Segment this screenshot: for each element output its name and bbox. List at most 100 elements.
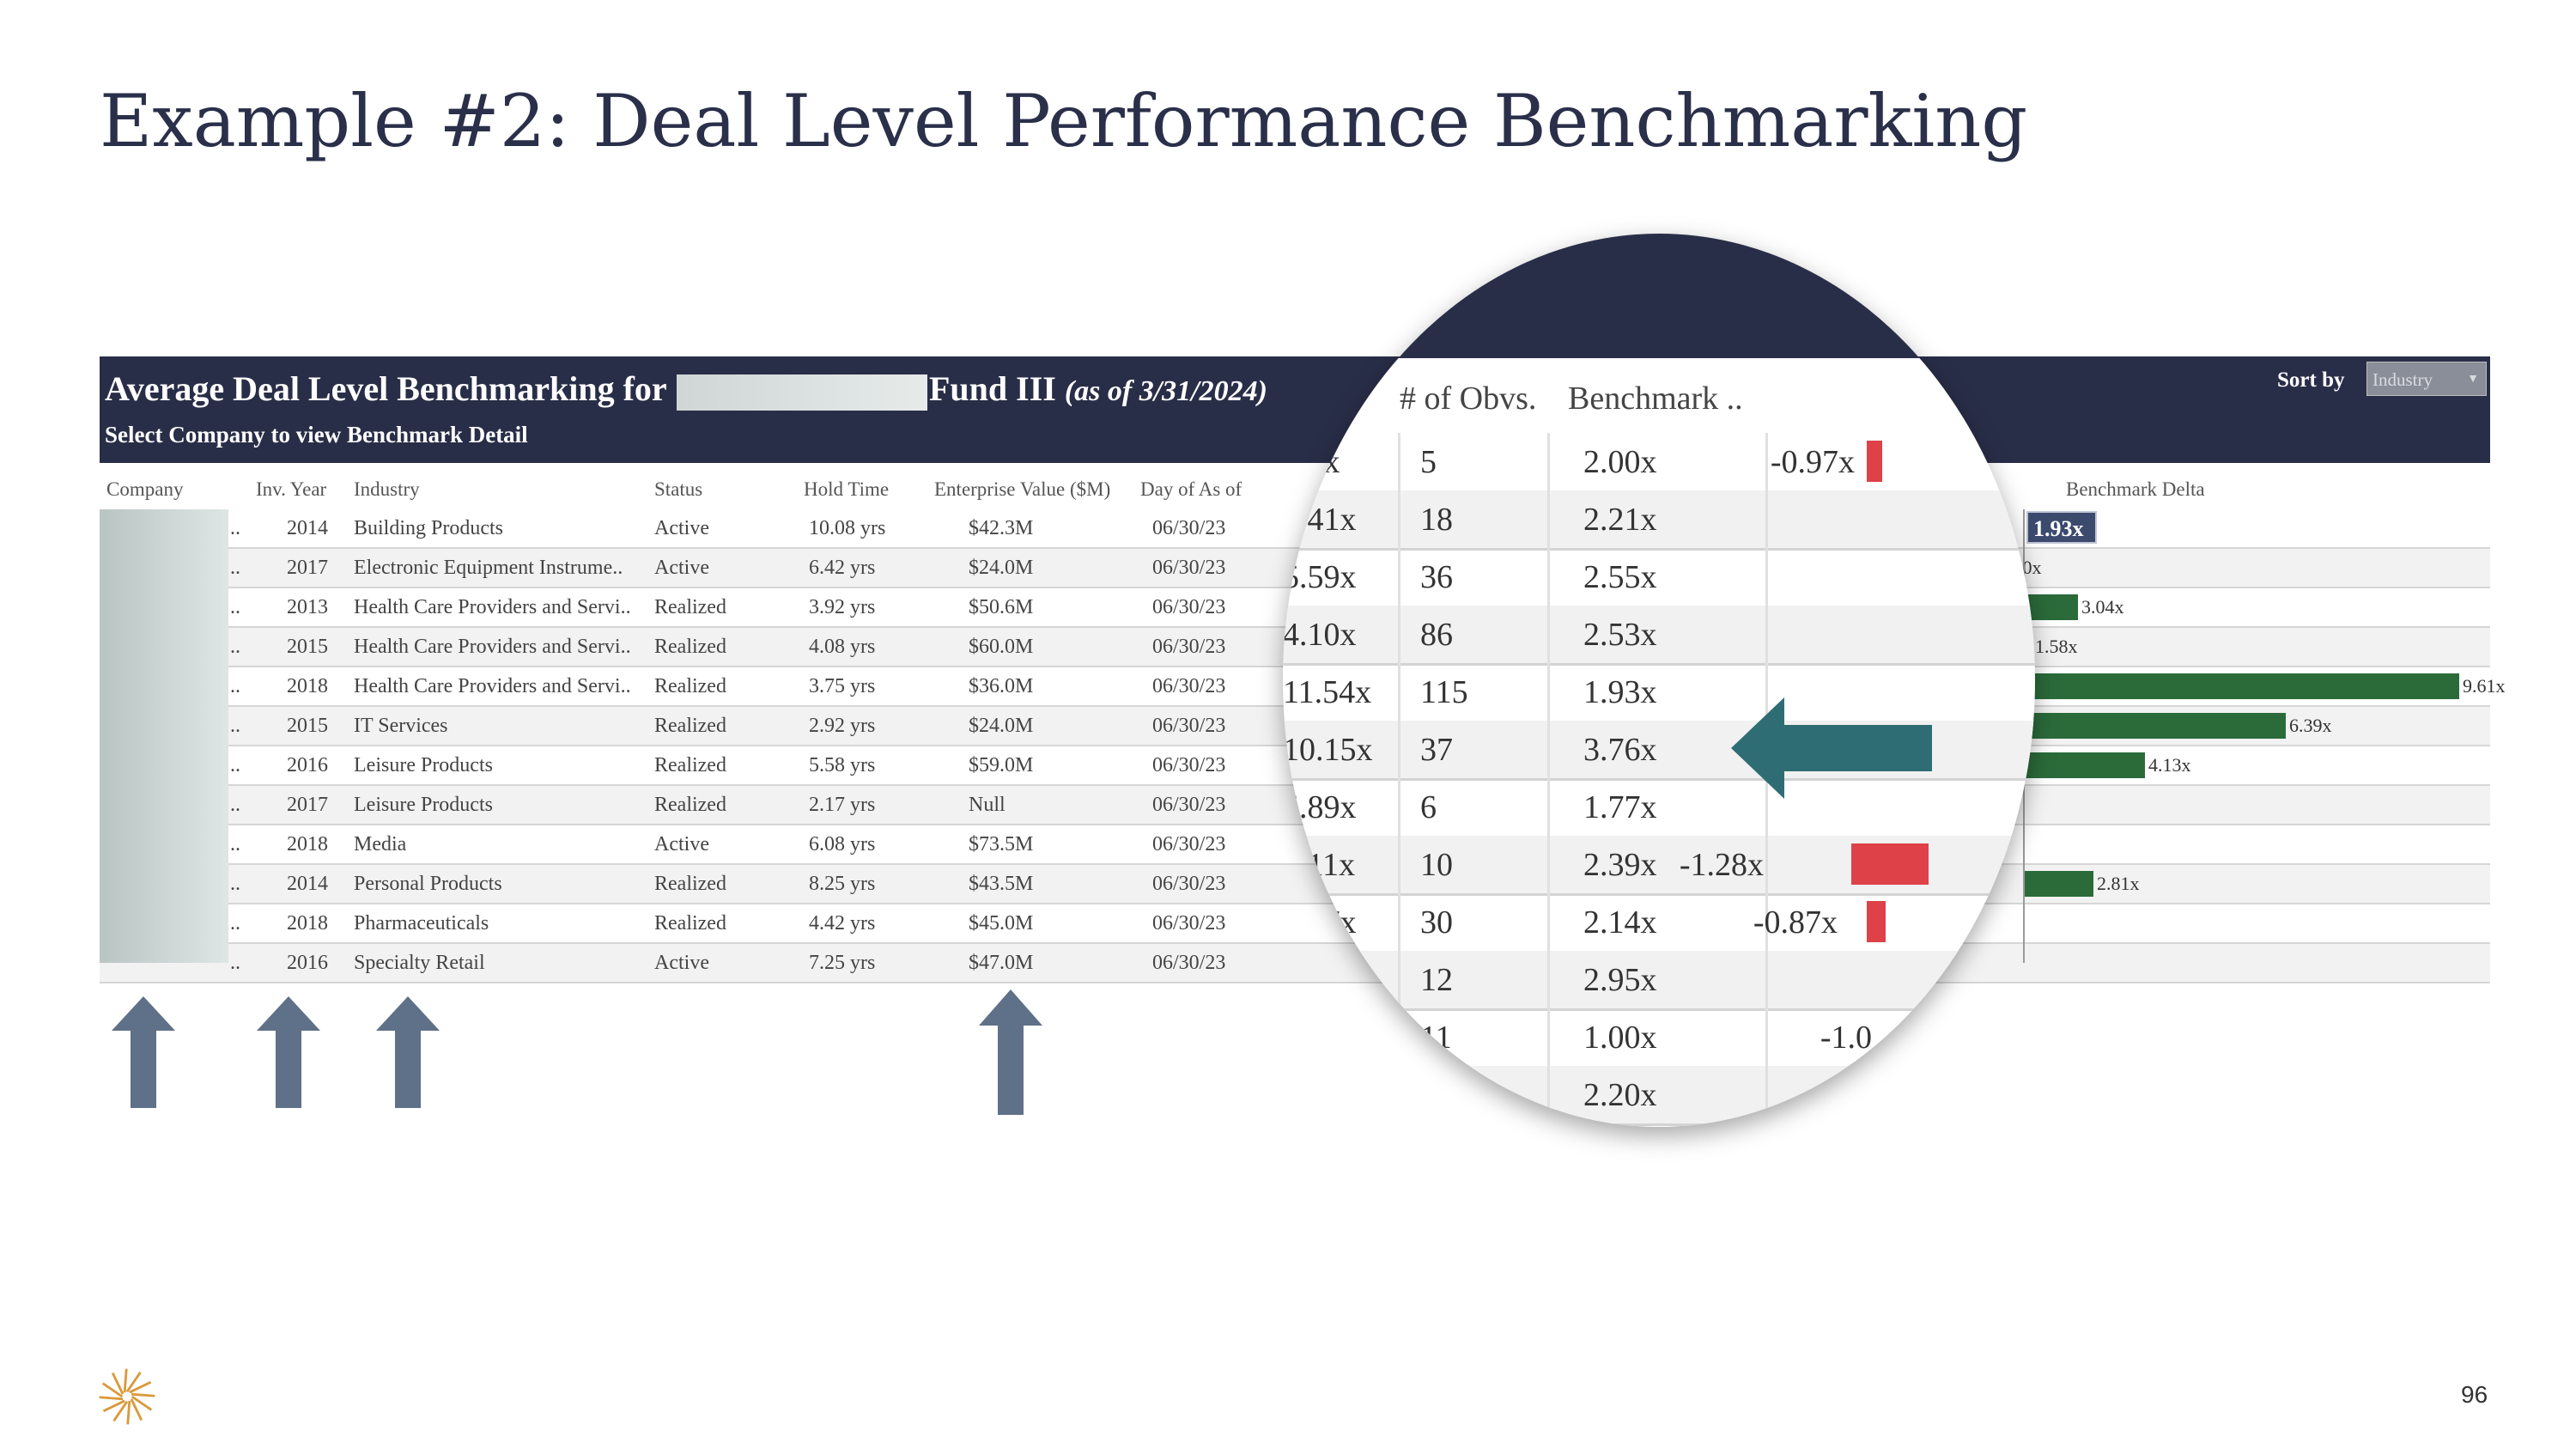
- column-separator: [1398, 1066, 1400, 1123]
- truncation-marker: ..: [230, 557, 240, 579]
- benchmark-delta-bar[interactable]: [2025, 713, 2286, 739]
- dashboard-title: Average Deal Level Benchmarking for Fund…: [105, 368, 1267, 411]
- benchmark-cell: 2.39x: [1583, 847, 1657, 883]
- benchmark-delta-bar[interactable]: [2025, 871, 2093, 897]
- dashboard-header: Average Deal Level Benchmarking for Fund…: [100, 356, 2490, 463]
- column-separator: [1765, 1008, 1768, 1066]
- as-of-cell: 06/30/23: [1152, 636, 1226, 658]
- col-header-day-as-of[interactable]: Day of As of: [1140, 478, 1242, 500]
- hold-time-cell: 2.17 yrs: [809, 794, 876, 816]
- ev-cell: $73.5M: [969, 833, 1034, 855]
- moic-cell: 3.41x: [1283, 502, 1357, 538]
- left-arrow-icon: [1731, 697, 1932, 799]
- truncation-marker: ..: [230, 715, 240, 737]
- status-cell: Realized: [654, 873, 726, 895]
- industry-cell: Personal Products: [354, 873, 502, 895]
- negative-delta-label: -0.87x: [1753, 904, 1838, 941]
- benchmark-delta-label: 2.81x: [2097, 873, 2140, 894]
- as-of-cell: 06/30/23: [1152, 557, 1226, 579]
- hold-time-cell: 6.08 yrs: [809, 833, 876, 855]
- status-cell: Active: [654, 557, 709, 579]
- column-separator: [1547, 548, 1550, 606]
- ev-cell: $60.0M: [969, 636, 1034, 658]
- hold-time-cell: 2.92 yrs: [809, 715, 876, 737]
- benchmark-delta-bar[interactable]: [2025, 673, 2459, 699]
- column-separator: [1398, 778, 1400, 836]
- hold-time-cell: 5.58 yrs: [809, 754, 876, 776]
- column-separator: [1547, 836, 1550, 893]
- obs-cell: 10: [1420, 847, 1453, 883]
- benchmark-delta-bar[interactable]: [2025, 752, 2145, 778]
- sort-by-value: Industry: [2372, 369, 2433, 390]
- sort-by-label: Sort by: [2277, 368, 2345, 392]
- slide-title: Example #2: Deal Level Performance Bench…: [100, 79, 2028, 163]
- status-cell: Realized: [654, 675, 726, 697]
- column-separator: [1398, 663, 1400, 721]
- status-cell: Active: [654, 833, 709, 855]
- col-header-benchmark-delta[interactable]: Benchmark Delta: [2066, 478, 2205, 500]
- negative-delta-label: -0.97x: [1770, 444, 1855, 480]
- column-separator: [1398, 433, 1400, 490]
- truncation-marker: ..: [230, 596, 240, 618]
- benchmark-cell: 2.53x: [1583, 617, 1657, 653]
- column-separator: [1398, 1008, 1400, 1066]
- column-separator: [1398, 548, 1400, 606]
- magnified-row: 11 1.00x -1.0: [1283, 1008, 2035, 1068]
- column-separator: [1398, 893, 1400, 951]
- magnified-row: 1.27x 30 2.14x -0.87x: [1283, 893, 2035, 953]
- industry-cell: IT Services: [354, 715, 448, 737]
- column-separator: [1398, 606, 1400, 663]
- negative-delta-bar: [1851, 843, 1929, 885]
- truncation-marker: ..: [230, 912, 240, 935]
- column-separator: [1547, 490, 1550, 548]
- sort-by-dropdown[interactable]: Industry ▼: [2366, 362, 2487, 396]
- industry-cell: Electronic Equipment Instrume..: [354, 557, 623, 579]
- truncation-marker: ..: [230, 675, 240, 697]
- redacted-company-names: [100, 509, 228, 963]
- col-header-ev[interactable]: Enterprise Value ($M): [934, 478, 1111, 500]
- inv-year-cell: 2018: [287, 675, 328, 697]
- as-of-cell: 06/30/23: [1152, 952, 1226, 974]
- benchmark-cell: 1.93x: [1583, 674, 1657, 710]
- column-separator: [1547, 433, 1550, 490]
- obs-cell: 37: [1420, 732, 1453, 768]
- inv-year-cell: 2015: [287, 636, 328, 658]
- benchmark-cell: 2.14x: [1583, 904, 1657, 941]
- truncation-marker: ..: [230, 754, 240, 776]
- hold-time-cell: 3.75 yrs: [809, 675, 876, 697]
- column-separator: [1765, 836, 1768, 893]
- as-of-cell: 06/30/23: [1152, 912, 1226, 935]
- inv-year-cell: 2017: [287, 557, 328, 579]
- industry-cell: Building Products: [354, 517, 504, 539]
- column-separator: [1547, 606, 1550, 663]
- chevron-down-icon: ▼: [2467, 373, 2479, 386]
- benchmark-cell: 2.20x: [1583, 1077, 1657, 1113]
- negative-delta-label: -1.0: [1820, 1020, 1872, 1056]
- col-header-hold-time[interactable]: Hold Time: [804, 478, 890, 500]
- col-header-status[interactable]: Status: [654, 478, 703, 500]
- obs-cell: 11: [1420, 1020, 1452, 1056]
- truncation-marker: ..: [230, 794, 240, 816]
- ev-cell: $43.5M: [969, 873, 1034, 895]
- hold-time-cell: 3.92 yrs: [809, 596, 876, 618]
- col-header-inv-year[interactable]: Inv. Year: [256, 478, 327, 500]
- obs-cell: 36: [1420, 559, 1453, 595]
- benchmark-delta-label: 1.58x: [2035, 636, 2078, 657]
- hold-time-cell: 7.25 yrs: [809, 952, 876, 974]
- status-cell: Realized: [654, 754, 726, 776]
- table-row[interactable]: .. 2018 Pharmaceuticals Realized 4.42 yrs $45…: [100, 904, 2490, 944]
- magnifier-callout: C # of Obvs. Benchmark .. .03x 5 2.00x -0.9…: [1283, 234, 2035, 1127]
- ev-cell: $47.0M: [969, 952, 1034, 974]
- col-header-company[interactable]: Company: [106, 478, 184, 500]
- benchmark-delta-label: 3.04x: [2081, 596, 2124, 618]
- industry-cell: Pharmaceuticals: [354, 912, 489, 935]
- col-header-industry[interactable]: Industry: [354, 478, 420, 500]
- truncation-marker: ..: [230, 873, 240, 895]
- column-separator: [1547, 663, 1550, 721]
- as-of-cell: 06/30/23: [1152, 715, 1226, 737]
- column-separator: [1547, 1008, 1550, 1066]
- moic-cell: 11.54x: [1283, 674, 1372, 710]
- redacted-fund-name: [676, 374, 927, 411]
- moic-cell: .03x: [1283, 444, 1340, 480]
- obs-cell: 30: [1420, 904, 1453, 941]
